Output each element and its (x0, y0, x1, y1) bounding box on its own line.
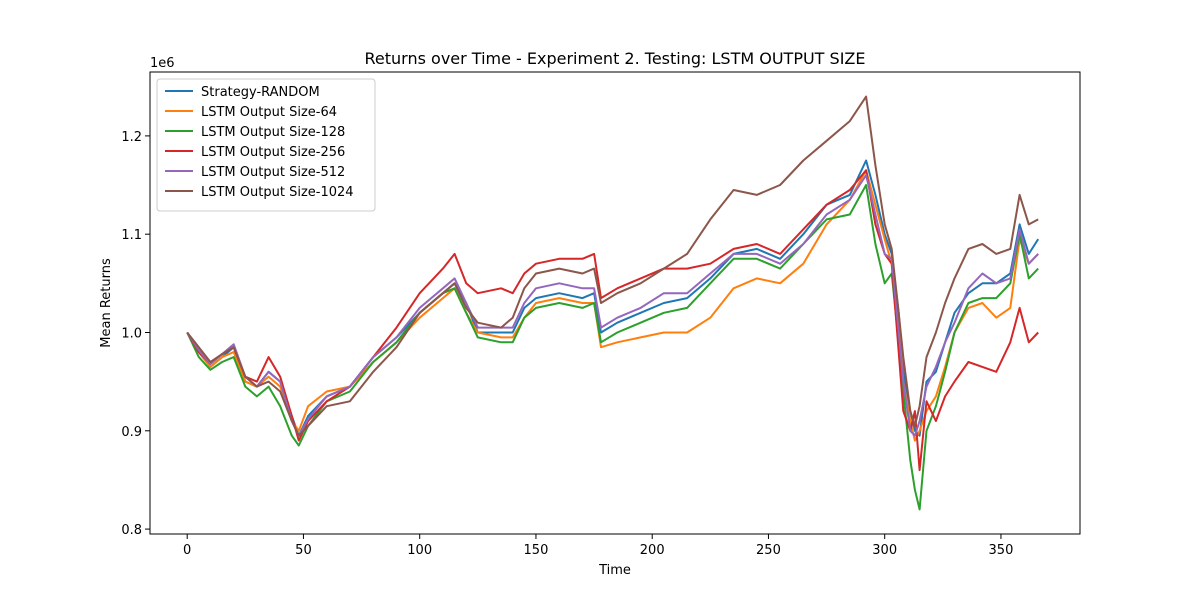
x-axis-label: Time (598, 563, 631, 578)
y-tick-label: 1.2 (121, 130, 142, 145)
legend: Strategy-RANDOM LSTM Output Size-64 LSTM O… (156, 78, 376, 212)
x-tick-label: 200 (640, 543, 665, 558)
legend-label: Strategy-RANDOM (201, 85, 320, 100)
legend-label: LSTM Output Size-64 (201, 105, 337, 120)
legend-label: LSTM Output Size-512 (201, 165, 345, 180)
y-axis: 0.8 0.9 1.0 1.1 1.2 (121, 130, 150, 538)
x-tick-label: 0 (183, 543, 191, 558)
plot-frame (149, 71, 1081, 535)
y-tick-label: 1.1 (121, 228, 142, 243)
y-tick-label: 1.0 (121, 326, 142, 341)
legend-label: LSTM Output Size-1024 (201, 185, 354, 200)
x-tick-label: 100 (407, 543, 432, 558)
y-axis-label: Mean Returns (99, 258, 114, 348)
x-axis: 0 50 100 150 200 250 300 350 (183, 534, 1013, 558)
x-tick-label: 250 (756, 543, 781, 558)
legend-label: LSTM Output Size-256 (201, 145, 345, 160)
x-tick-label: 350 (989, 543, 1014, 558)
series-line-1 (186, 169, 1039, 442)
series-layer (186, 95, 1040, 511)
x-tick-label: 300 (872, 543, 897, 558)
x-tick-label: 150 (524, 543, 549, 558)
legend-label: LSTM Output Size-128 (201, 125, 345, 140)
series-line-3 (186, 169, 1039, 472)
chart-title: Returns over Time - Experiment 2. Testin… (365, 49, 866, 68)
y-tick-label: 0.8 (121, 523, 142, 538)
legend-box (156, 78, 376, 212)
series-line-2 (186, 184, 1039, 511)
series-line-5 (186, 95, 1039, 437)
y-tick-label: 0.9 (121, 425, 142, 440)
y-offset-label: 1e6 (150, 56, 175, 71)
x-tick-label: 50 (295, 543, 312, 558)
